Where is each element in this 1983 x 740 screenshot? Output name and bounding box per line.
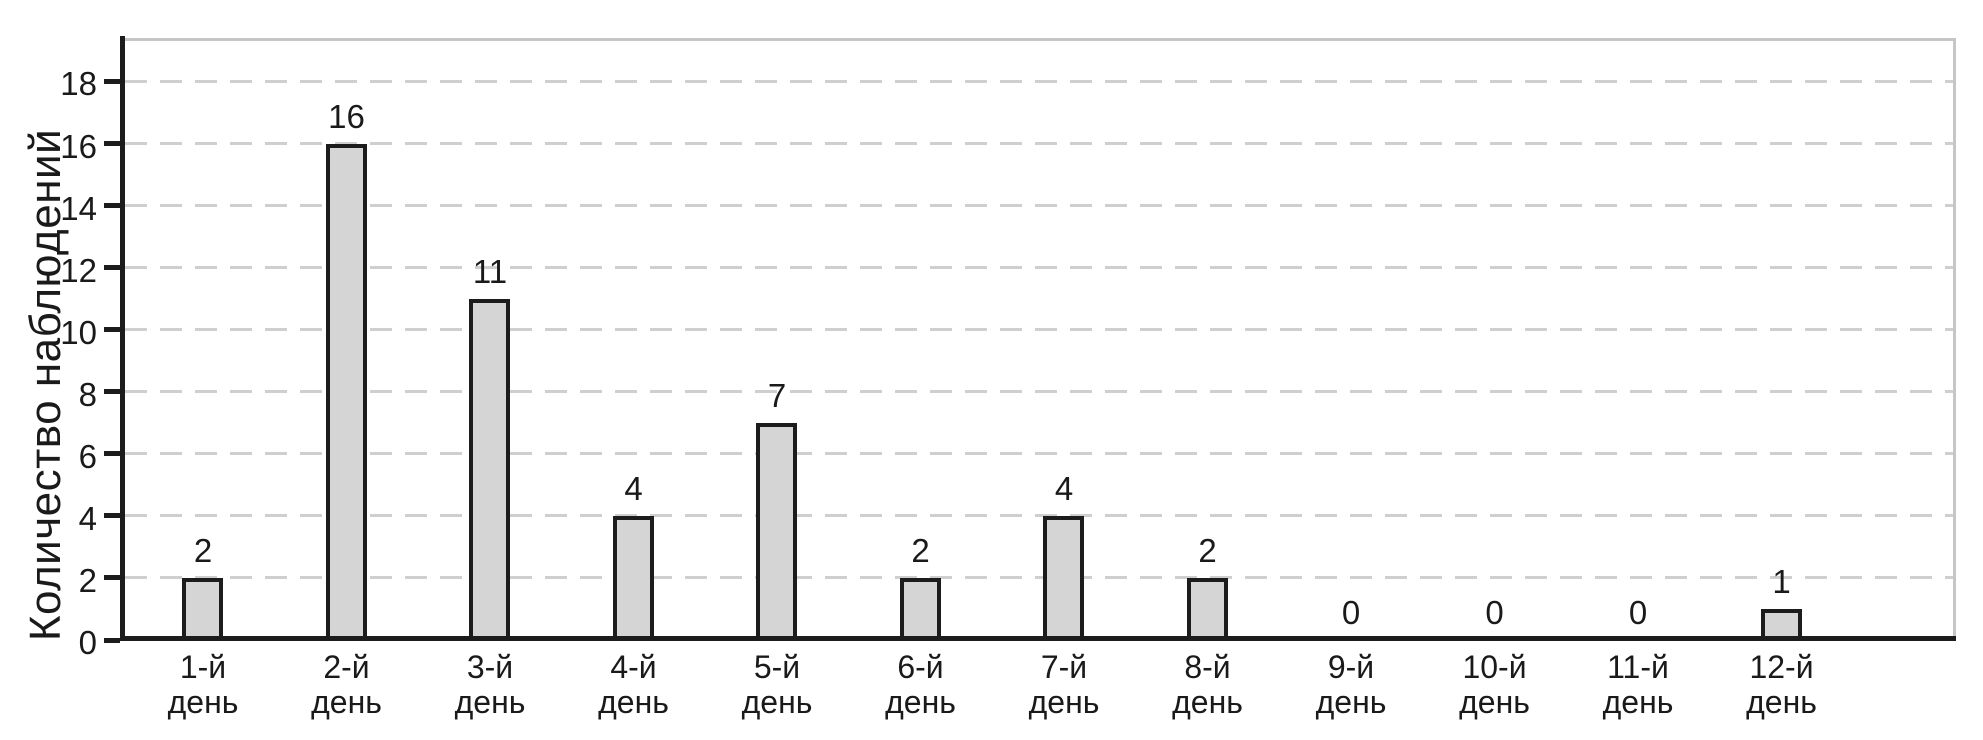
y-tick-label: 4 (78, 499, 97, 537)
x-tick-label-line2: день (1459, 684, 1530, 720)
x-tick-label-line1: 1-й (179, 649, 227, 685)
bar (325, 143, 367, 636)
gridline-16 (125, 142, 1953, 145)
bar (469, 298, 511, 636)
x-tick-label: 5-й день (705, 650, 849, 720)
bar-value-label: 4 (1054, 469, 1074, 507)
bar-value-label: 4 (624, 469, 643, 507)
x-tick-label: 11-й день (1566, 650, 1710, 720)
top-spine (125, 38, 1956, 41)
bar (899, 577, 941, 636)
x-tick-label-line1: 12-й (1749, 649, 1814, 685)
bar (1043, 515, 1085, 636)
y-tick-label: 14 (60, 189, 97, 227)
x-tick-label: 2-й день (275, 650, 419, 720)
bar (1760, 608, 1802, 636)
x-tick-label-line1: 2-й (323, 649, 370, 685)
y-tick-label: 18 (60, 65, 97, 103)
x-tick-label-line1: 3-й (466, 649, 514, 685)
y-tick-12 (104, 265, 120, 271)
bar-value-label: 11 (472, 252, 508, 290)
bar (182, 577, 224, 636)
x-tick-label-line2: день (167, 684, 239, 720)
x-tick-label-line1: 8-й (1184, 649, 1231, 685)
y-tick-label: 8 (78, 375, 97, 413)
bar-value-label: 2 (911, 531, 930, 569)
bar-value-label: 7 (767, 376, 787, 414)
x-tick-label-line1: 11-й (1607, 649, 1669, 685)
gridline-2 (125, 576, 1953, 580)
gridline-12 (125, 266, 1953, 270)
bar-value-label: 16 (328, 97, 365, 135)
bar-value-label: 2 (193, 531, 213, 569)
x-tick-label-line2: день (454, 684, 526, 720)
bar-value-label: 1 (1772, 562, 1791, 600)
x-tick-label-line2: день (598, 684, 669, 720)
y-tick-0 (104, 637, 120, 643)
x-tick-label: 3-й день (418, 650, 562, 720)
x-tick-label-line1: 4-й (610, 649, 657, 685)
y-tick-6 (104, 451, 120, 457)
y-tick-18 (104, 78, 120, 84)
x-tick-label-line1: 9-й (1327, 649, 1375, 685)
x-tick-label: 8-й день (1136, 650, 1280, 720)
gridline-14 (125, 204, 1953, 208)
y-tick-label: 12 (60, 251, 97, 289)
x-tick-label-line2: день (1602, 684, 1674, 720)
bar-value-label: 0 (1485, 594, 1504, 631)
x-tick-label-line2: день (885, 684, 956, 720)
x-tick-label-line2: день (1746, 684, 1817, 720)
y-tick-14 (104, 203, 120, 209)
x-tick-label-line1: 5-й (753, 649, 801, 685)
gridline-10 (125, 328, 1953, 332)
y-tick-label: 10 (60, 313, 97, 351)
x-tick-label-line2: день (741, 684, 813, 720)
x-tick-label: 7-й день (992, 650, 1136, 720)
gridline-8 (125, 390, 1953, 394)
gridline-6 (125, 452, 1953, 456)
bar-value-label: 2 (1198, 531, 1217, 569)
gridline-4 (125, 514, 1953, 518)
y-tick-2 (104, 575, 120, 581)
gridline-18 (125, 79, 1953, 83)
y-tick-8 (104, 389, 120, 395)
bar (756, 422, 798, 636)
bar (1186, 577, 1228, 636)
x-tick-label: 12-й день (1710, 650, 1854, 720)
bar-value-label: 0 (1628, 594, 1648, 631)
x-tick-label: 9-й день (1279, 650, 1423, 720)
x-tick-label: 6-й день (849, 650, 993, 720)
bar-value-label: 0 (1341, 594, 1361, 631)
x-tick-label-line1: 7-й (1040, 649, 1088, 685)
bar (612, 515, 654, 636)
y-tick-10 (104, 327, 120, 333)
y-tick-label: 6 (78, 437, 97, 475)
x-tick-label-line1: 10-й (1462, 649, 1527, 685)
x-tick-label: 4-й день (562, 650, 706, 720)
right-spine (1953, 38, 1956, 639)
y-tick-label: 2 (78, 561, 97, 599)
x-tick-label-line2: день (311, 684, 382, 720)
y-tick-label: 16 (60, 127, 97, 165)
y-tick-4 (104, 513, 120, 519)
y-tick-16 (104, 141, 120, 146)
x-tick-label: 1-й день (131, 650, 275, 720)
x-axis-line (120, 636, 1956, 641)
x-tick-label-line2: день (1028, 684, 1100, 720)
x-tick-label-line1: 6-й (897, 649, 944, 685)
x-tick-label-line2: день (1172, 684, 1243, 720)
left-spine (120, 36, 125, 641)
x-tick-label-line2: день (1315, 684, 1387, 720)
x-tick-label: 10-й день (1423, 650, 1567, 720)
y-tick-label: 0 (78, 624, 97, 661)
